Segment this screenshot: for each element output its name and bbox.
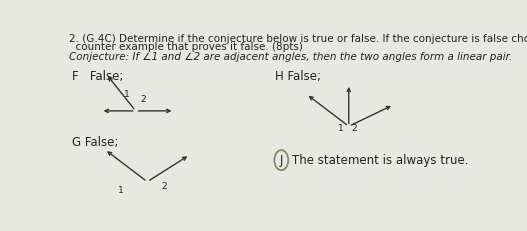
Text: 2: 2	[161, 182, 167, 191]
Text: H False;: H False;	[275, 70, 321, 83]
Text: 1: 1	[338, 124, 344, 133]
Text: counter example that proves it false. (8pts): counter example that proves it false. (8…	[69, 42, 303, 52]
Text: The statement is always true.: The statement is always true.	[292, 154, 469, 167]
Text: G False;: G False;	[72, 136, 119, 149]
Text: Conjecture: If ∠1 and ∠2 are adjacent angles, then the two angles form a linear : Conjecture: If ∠1 and ∠2 are adjacent an…	[69, 52, 512, 62]
Text: 2: 2	[140, 95, 146, 104]
Text: J: J	[280, 154, 283, 167]
Text: 2. (G.4C) Determine if the conjecture below is true or false. If the conjecture : 2. (G.4C) Determine if the conjecture be…	[69, 34, 527, 44]
Text: 2: 2	[352, 124, 357, 133]
Text: F   False;: F False;	[72, 70, 123, 83]
Text: 1: 1	[124, 90, 130, 99]
Text: 1: 1	[118, 186, 123, 195]
